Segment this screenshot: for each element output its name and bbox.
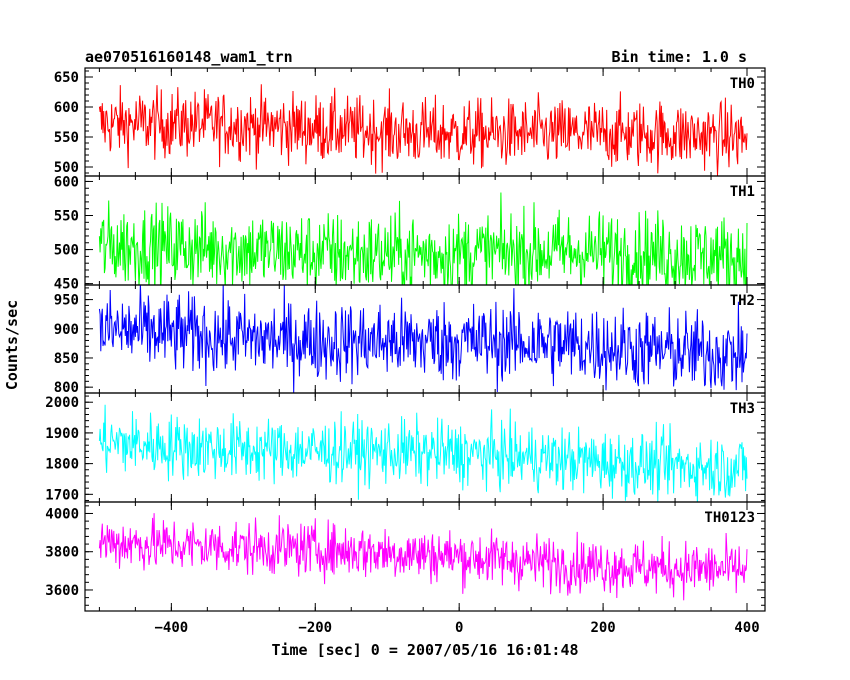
series-line-th3 [98, 404, 748, 502]
y-tick-label: 550 [54, 209, 79, 225]
y-tick-label: 1800 [45, 457, 79, 473]
panel-th3: 1700 1800 1900 2000 TH3 [45, 392, 766, 503]
x-axis-label: Time [sec] 0 = 2007/05/16 16:01:48 [271, 641, 578, 659]
series-line-th0123 [98, 513, 748, 601]
panel-label-th1: TH1 [730, 184, 755, 200]
x-axis-ticks: −400 −200 0 200 400 [154, 620, 759, 636]
y-tick-label: 600 [54, 174, 79, 190]
x-tick-label: 200 [590, 620, 615, 636]
y-tick-label: 800 [54, 380, 79, 396]
panel-th2: 800 850 900 950 TH2 [54, 284, 766, 396]
chart-title: ae070516160148_wam1_trn [85, 48, 293, 66]
y-tick-label: 3600 [45, 583, 79, 599]
y-tick-label: 600 [54, 100, 79, 116]
panel-th1: 450 500 550 600 TH1 [54, 174, 766, 293]
panel-label-th2: TH2 [730, 293, 755, 309]
panel-label-th0: TH0 [730, 76, 755, 92]
y-tick-label: 850 [54, 351, 79, 367]
y-axis-label: Counts/sec [3, 300, 21, 390]
panel-label-th0123: TH0123 [704, 510, 755, 526]
y-tick-label: 450 [54, 277, 79, 293]
y-tick-label: 650 [54, 70, 79, 86]
y-tick-label: 4000 [45, 506, 79, 522]
panel-th0123: 3600 3800 4000 TH0123 [45, 501, 766, 612]
panel-th0: 500 550 600 650 TH0 [54, 67, 766, 177]
y-tick-label: 900 [54, 322, 79, 338]
y-tick-label: 1900 [45, 426, 79, 442]
y-tick-label: 950 [54, 293, 79, 309]
y-tick-label: 1700 [45, 487, 79, 503]
y-tick-label: 3800 [45, 545, 79, 561]
x-tick-label: 0 [455, 620, 463, 636]
panel-label-th3: TH3 [730, 401, 755, 417]
x-tick-label: −400 [154, 620, 188, 636]
panel-stack: 500 550 600 650 TH0 450 500 550 600 TH1 800 850 900 9… [45, 67, 766, 612]
y-tick-label: 500 [54, 243, 79, 259]
bin-time-label: Bin time: 1.0 s [612, 48, 747, 66]
y-tick-label: 550 [54, 130, 79, 146]
series-line-th0 [98, 84, 748, 176]
x-tick-label: −200 [298, 620, 332, 636]
y-tick-label: 500 [54, 160, 79, 176]
series-line-th1 [98, 192, 748, 285]
panel-frame [84, 501, 766, 612]
y-tick-label: 2000 [45, 395, 79, 411]
series-line-th2 [98, 285, 748, 393]
x-tick-label: 400 [734, 620, 759, 636]
